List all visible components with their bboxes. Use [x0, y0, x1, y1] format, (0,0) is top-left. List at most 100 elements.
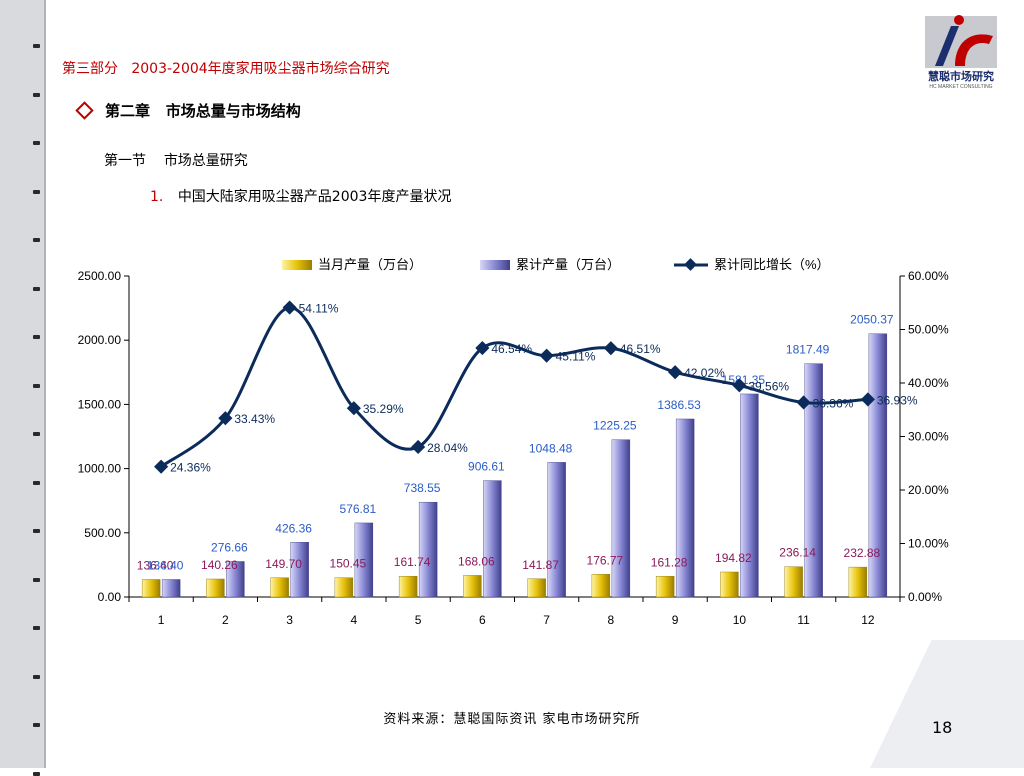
header-part: 第三部分: [62, 61, 118, 77]
section-heading: 第一节 市场总量研究: [104, 150, 248, 170]
item-heading: 1. 中国大陆家用吸尘器产品2003年度产量状况: [150, 186, 451, 206]
legend-swatch-cumulative: [480, 260, 510, 270]
label-growth: 46.51%: [620, 342, 661, 356]
label-growth: 46.54%: [491, 342, 532, 356]
label-cumulative: 2050.37: [850, 313, 894, 327]
bar-cumulative: [804, 363, 823, 598]
label-cumulative: 1817.49: [786, 343, 830, 357]
diamond-bullet-icon: [75, 101, 94, 120]
y-right-tick-label: 30.00%: [908, 430, 949, 444]
bar-cumulative: [226, 561, 245, 598]
binder-hole: [33, 238, 40, 242]
item-number: 1.: [150, 189, 164, 205]
y-right-tick-label: 0.00%: [908, 590, 942, 604]
binder-hole: [33, 577, 40, 582]
binder-hole: [33, 626, 40, 630]
bar-cumulative: [483, 480, 502, 598]
bar-cumulative: [161, 579, 181, 598]
y-right-tick-label: 20.00%: [908, 483, 949, 497]
bar-monthly: [270, 577, 289, 598]
label-monthly: 194.82: [715, 551, 752, 565]
bar-monthly: [784, 566, 803, 598]
label-monthly: 168.06: [458, 554, 495, 568]
binder-hole: [33, 189, 40, 194]
y-left-tick-label: 500.00: [84, 526, 121, 540]
label-growth: 28.04%: [427, 441, 468, 455]
line-point: [218, 411, 233, 426]
label-cumulative: 1386.53: [657, 398, 701, 412]
line-point: [346, 401, 361, 416]
bar-cumulative: [418, 501, 438, 598]
label-growth: 39.56%: [748, 379, 789, 393]
label-cumulative: 136.40: [147, 558, 184, 572]
label-cumulative: 276.66: [211, 540, 248, 554]
line-point: [796, 395, 811, 410]
line-point: [603, 341, 618, 356]
line-point: [475, 340, 490, 356]
bar-cumulative: [354, 522, 374, 598]
x-tick-label: 4: [351, 613, 358, 627]
binder-hole: [33, 286, 40, 291]
binder-hole: [33, 480, 40, 485]
legend-marker-growth: [684, 258, 697, 271]
y-right-tick-label: 40.00%: [908, 376, 949, 390]
label-monthly: 149.70: [265, 557, 302, 571]
binder-hole: [33, 674, 40, 679]
y-right-tick-label: 50.00%: [908, 323, 949, 337]
bar-monthly: [527, 578, 546, 598]
chapter-heading: 第二章 市场总量与市场结构: [72, 100, 301, 121]
binder-hole: [33, 723, 40, 727]
legend-label-monthly: 当月产量（万台）: [318, 257, 422, 272]
label-growth: 54.11%: [299, 302, 339, 316]
legend-label-growth: 累计同比增长（%）: [714, 257, 830, 272]
legend-swatch-monthly: [282, 260, 312, 270]
section-title: 市场总量研究: [163, 153, 248, 169]
binder-hole: [33, 335, 40, 339]
x-tick-label: 3: [286, 613, 293, 627]
bar-cumulative: [290, 542, 309, 598]
section-label: 第一节: [104, 153, 146, 169]
label-monthly: 150.45: [330, 557, 367, 571]
label-growth: 35.29%: [363, 402, 404, 416]
label-cumulative: 906.61: [468, 460, 505, 474]
bar-cumulative: [611, 439, 631, 598]
chapter-label: 第二章: [105, 102, 151, 120]
label-monthly: 136.40: [137, 558, 174, 572]
label-monthly: 141.87: [522, 558, 559, 572]
x-tick-label: 9: [672, 613, 679, 627]
label-monthly: 161.28: [651, 555, 688, 569]
label-growth: 36.36%: [813, 396, 854, 410]
label-monthly: 232.88: [844, 546, 881, 560]
y-left-tick-label: 2500.00: [78, 269, 122, 283]
page-header: 第三部分 2003-2004年度家用吸尘器市场综合研究: [62, 58, 390, 78]
label-monthly: 176.77: [587, 553, 624, 567]
bar-monthly: [334, 577, 354, 598]
y-right-tick-label: 10.00%: [908, 537, 949, 551]
label-cumulative: 1048.48: [529, 441, 573, 455]
x-tick-label: 1: [158, 613, 165, 627]
label-growth: 45.11%: [556, 350, 596, 364]
bar-monthly: [591, 574, 611, 598]
y-left-tick-label: 2000.00: [78, 333, 122, 347]
binder-hole: [33, 141, 40, 145]
bar-cumulative: [675, 418, 695, 598]
bar-monthly: [848, 566, 868, 598]
item-title: 中国大陆家用吸尘器产品2003年度产量状况: [177, 189, 452, 205]
label-cumulative: 576.81: [340, 502, 377, 516]
label-monthly: 140.26: [201, 558, 238, 572]
y-left-tick-label: 1500.00: [78, 397, 122, 411]
bar-monthly: [141, 579, 161, 598]
label-growth: 24.36%: [170, 461, 211, 475]
logo-name: 慧聪市场研究: [928, 69, 994, 83]
logo-graphic: 慧聪市场研究 HC MARKET CONSULTING: [925, 15, 997, 90]
bar-monthly: [655, 576, 675, 598]
chapter-title: 市场总量与市场结构: [165, 102, 301, 120]
line-point: [411, 439, 426, 455]
binder-hole: [33, 383, 40, 388]
bar-monthly: [398, 576, 418, 598]
binder-hole: [33, 432, 40, 436]
label-monthly: 236.14: [779, 546, 816, 560]
label-growth: 42.02%: [684, 366, 725, 380]
line-point: [860, 392, 875, 407]
line-point: [732, 378, 747, 393]
